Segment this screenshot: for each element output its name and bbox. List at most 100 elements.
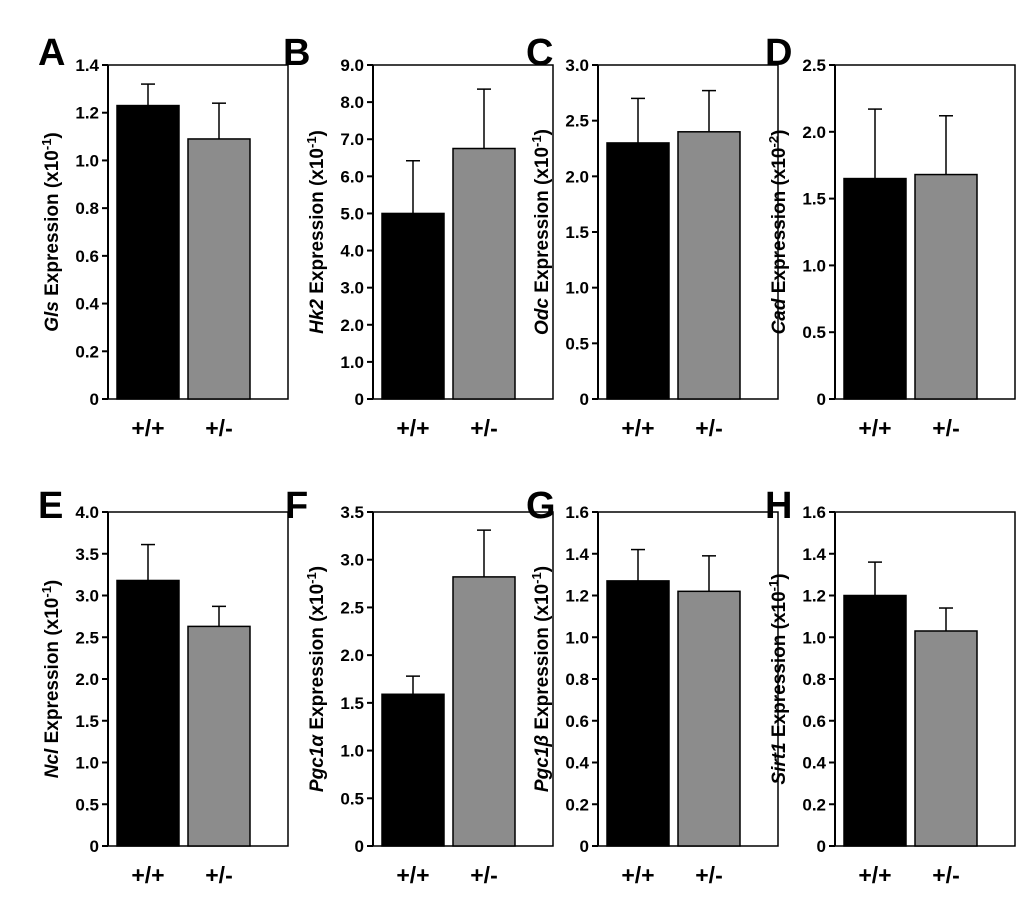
y-tick-label: 0	[355, 837, 364, 856]
y-tick-label: 1.6	[565, 503, 589, 522]
y-axis-label-close: )	[769, 573, 790, 579]
y-tick-label: 1.6	[802, 503, 826, 522]
y-tick-label: 0.8	[565, 670, 589, 689]
bar-heterozygous	[677, 131, 741, 400]
y-tick-label: 1.0	[75, 151, 99, 170]
y-tick-label: 0.4	[802, 754, 826, 773]
y-tick-label: 0.5	[75, 795, 99, 814]
y-tick-label: 0.5	[340, 789, 364, 808]
y-axis-label-text: Expression (x10	[532, 584, 553, 735]
bar-wildtype	[116, 104, 180, 400]
panel-e: E 0 0.5 1.0 1.5 2.0 2.5 3.0 3.5 4.0 +/+ +/- Ncl Expr…	[38, 485, 289, 888]
y-tick-label: 1.0	[340, 353, 364, 372]
y-axis-label-gene: Cad	[769, 298, 790, 334]
category-label: +/+	[621, 415, 654, 441]
y-tick-label: 2.5	[75, 628, 99, 647]
y-tick-label: 0	[90, 390, 99, 409]
bar-heterozygous	[452, 576, 516, 847]
y-axis-label-close: )	[532, 129, 553, 135]
y-tick-label: 0.5	[565, 334, 589, 353]
y-tick-label: 1.0	[802, 628, 826, 647]
panel-b: B 0 1.0 2.0 3.0 4.0 5.0 6.0 7.0 8.0 9.0 +/+ +/- Hk2 E…	[283, 32, 554, 441]
y-tick-label: 0.2	[75, 342, 99, 361]
y-tick-label: 6.0	[340, 167, 364, 186]
bar-wildtype	[843, 594, 907, 847]
category-label: +/+	[858, 862, 891, 888]
category-label: +/-	[932, 862, 959, 888]
y-tick-label: 2.0	[340, 646, 364, 665]
category-label: +/-	[470, 415, 497, 441]
panel-d: D 0 0.5 1.0 1.5 2.0 2.5 +/+ +/- Cad Expression (x…	[765, 32, 1016, 441]
y-tick-label: 0.6	[75, 247, 99, 266]
y-tick-label: 3.0	[340, 551, 364, 570]
y-tick-label: 2.0	[75, 670, 99, 689]
panel-letter: H	[765, 485, 792, 527]
y-tick-label: 2.0	[340, 316, 364, 335]
y-tick-label: 1.5	[75, 712, 99, 731]
y-tick-label: 3.5	[75, 545, 99, 564]
y-axis-label: Pgc1α Expression (x10-1)	[304, 566, 328, 792]
y-tick-label: 0	[90, 837, 99, 856]
y-axis-label: Pgc1β Expression (x10-1)	[529, 566, 553, 792]
y-axis-label: Ncl Expression (x10-1)	[39, 580, 63, 779]
y-tick-label: 9.0	[340, 56, 364, 75]
y-axis-label-text: Expression (x10	[769, 147, 790, 298]
y-tick-label: 0	[355, 390, 364, 409]
panel-letter: C	[526, 32, 553, 74]
bar-heterozygous	[914, 173, 978, 400]
y-tick-label: 7.0	[340, 130, 364, 149]
y-axis-label-close: )	[307, 130, 328, 136]
y-tick-label: 4.0	[75, 503, 99, 522]
category-label: +/-	[695, 415, 722, 441]
y-axis-label-text: Expression (x10	[42, 598, 63, 749]
y-axis-label-text: Expression (x10	[532, 147, 553, 298]
y-tick-label: 0	[817, 837, 826, 856]
y-tick-label: 2.5	[340, 598, 364, 617]
y-axis-label-exponent: -1	[39, 139, 54, 151]
y-axis-label-exponent: -1	[39, 586, 54, 598]
y-axis-label: Sirt1 Expression (x10-1)	[766, 573, 790, 784]
category-label: +/-	[205, 415, 232, 441]
y-tick-label: 0.6	[565, 712, 589, 731]
y-axis-label: Gls Expression (x10-1)	[39, 132, 63, 332]
y-tick-label: 1.2	[75, 104, 99, 123]
category-label: +/+	[621, 862, 654, 888]
y-tick-label: 0.2	[565, 795, 589, 814]
y-axis-label-text: Expression (x10	[307, 584, 328, 735]
y-tick-label: 0.2	[802, 795, 826, 814]
bar-heterozygous	[452, 147, 516, 400]
y-tick-label: 3.0	[75, 587, 99, 606]
bar-wildtype	[116, 579, 180, 847]
y-axis-label-gene: Hk2	[307, 299, 328, 334]
y-axis-label-text: Expression (x10	[307, 148, 328, 299]
y-axis-label-close: )	[532, 566, 553, 572]
y-tick-label: 2.5	[802, 56, 826, 75]
y-axis-label-gene: Pgc1α	[307, 734, 328, 792]
y-tick-label: 0.4	[75, 295, 99, 314]
y-axis-label-exponent: -1	[529, 135, 544, 147]
y-tick-label: 3.5	[340, 503, 364, 522]
y-tick-label: 1.0	[565, 279, 589, 298]
y-tick-label: 1.5	[340, 694, 364, 713]
bar-wildtype	[606, 142, 670, 400]
y-axis-label-close: )	[42, 132, 63, 138]
y-tick-label: 0	[580, 837, 589, 856]
y-tick-label: 1.0	[802, 256, 826, 275]
y-tick-label: 0	[817, 390, 826, 409]
panel-letter: A	[38, 32, 65, 74]
category-label: +/+	[131, 415, 164, 441]
y-axis-label-exponent: -1	[529, 572, 544, 584]
y-axis-label-exponent: -1	[766, 580, 781, 592]
y-tick-label: 5.0	[340, 204, 364, 223]
y-axis-label: Hk2 Expression (x10-1)	[304, 130, 328, 334]
bar-heterozygous	[187, 625, 251, 847]
y-tick-label: 1.0	[565, 628, 589, 647]
y-tick-label: 1.2	[802, 587, 826, 606]
bar-wildtype	[381, 212, 445, 400]
y-tick-label: 0	[580, 390, 589, 409]
y-tick-label: 0.8	[75, 199, 99, 218]
y-tick-label: 1.0	[75, 754, 99, 773]
y-axis-label-text: Expression (x10	[42, 150, 63, 301]
y-axis-label-gene: Odc	[532, 298, 553, 335]
panel-letter: D	[765, 32, 792, 74]
